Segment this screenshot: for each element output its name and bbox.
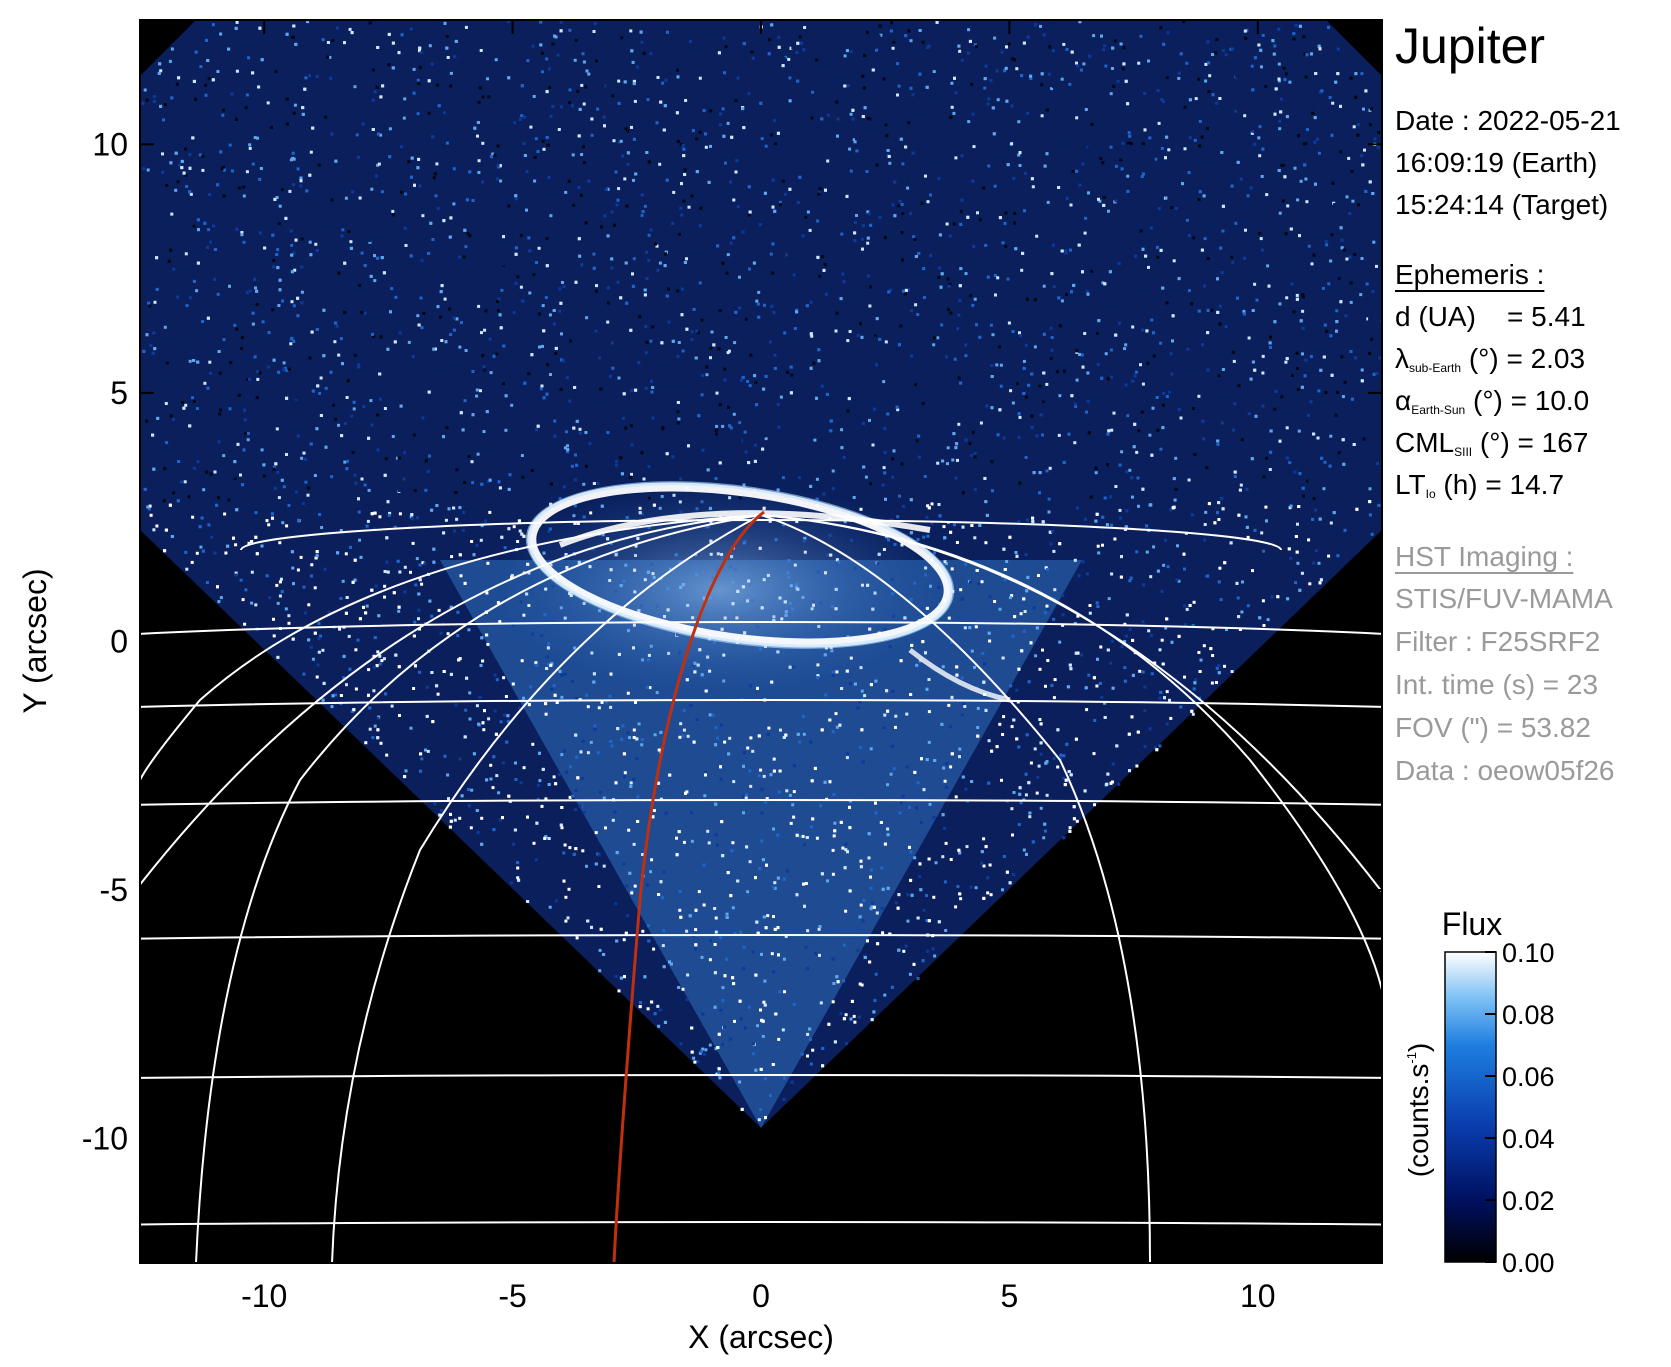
latitude-line: [140, 621, 1382, 635]
sub-earth-latitude-row: λsub-Earth (°) = 2.03: [1395, 342, 1589, 384]
auroral-oval: [525, 481, 1011, 703]
alpha-value: (°) = 10.0: [1473, 385, 1590, 416]
lt-label: LT: [1395, 469, 1426, 500]
hst-imaging-block: STIS/FUV-MAMA Filter : F25SRF2 Int. time…: [1395, 582, 1615, 797]
latitude-line: [140, 934, 1382, 940]
cml-row: CMLSIII (°) = 167: [1395, 426, 1589, 468]
colorbar-tick-label: 0.04: [1502, 1124, 1555, 1154]
filter: Filter : F25SRF2: [1395, 626, 1601, 657]
latitude-line: [140, 799, 1382, 806]
latitude-line: [140, 1074, 1382, 1079]
hst-imaging-heading: HST Imaging :: [1395, 541, 1574, 572]
lambda-symbol: λ: [1395, 343, 1409, 374]
alpha-subscript: Earth-Sun: [1411, 403, 1466, 417]
colorbar-title: Flux: [1442, 906, 1502, 942]
planet-grid: [140, 513, 1382, 1263]
io-local-time-row: LTIo (h) = 14.7: [1395, 468, 1589, 510]
longitude-line: [760, 514, 1382, 991]
date-line: Date : 2022-05-21: [1395, 105, 1621, 136]
distance-value: = 5.41: [1507, 301, 1586, 332]
planet-title: Jupiter: [1395, 18, 1546, 74]
colorbar-ticks: 0.10 0.08 0.06 0.04 0.02 0.00: [1485, 938, 1555, 1278]
lt-subscript: Io: [1425, 487, 1436, 501]
longitude-line: [140, 514, 762, 781]
distance-label: d (UA): [1395, 301, 1476, 332]
colorbar-tick-label: 0.08: [1502, 1000, 1555, 1030]
distance-row: d (UA) = 5.41: [1395, 300, 1589, 342]
data-id: Data : oeow05f26: [1395, 755, 1615, 786]
colorbar: [1444, 951, 1497, 1263]
ephemeris-heading: Ephemeris :: [1395, 259, 1545, 290]
y-axis: 10 5 0 -5 -10: [82, 126, 1382, 1157]
x-tick-label: 5: [1001, 1278, 1019, 1314]
y-axis-label: Y (arcsec): [17, 568, 53, 713]
x-tick-label: -10: [241, 1278, 287, 1314]
colorbar-tick-label: 0.02: [1502, 1186, 1555, 1216]
y-tick-label: 5: [110, 375, 128, 411]
alpha-symbol: α: [1395, 385, 1412, 416]
y-tick-label: 10: [92, 126, 128, 162]
colorbar-tick-label: 0.06: [1502, 1062, 1555, 1092]
cml-value: (°) = 167: [1479, 427, 1589, 458]
x-tick-label: 0: [752, 1278, 770, 1314]
lt-value: (h) = 14.7: [1443, 469, 1565, 500]
x-tick-label: 10: [1240, 1278, 1276, 1314]
integration-time: Int. time (s) = 23: [1395, 669, 1599, 700]
io-footprint-path: [612, 510, 765, 1263]
instrument: STIS/FUV-MAMA: [1395, 583, 1613, 614]
ephemeris-block: d (UA) = 5.41 λsub-Earth (°) = 2.03 αEar…: [1395, 300, 1589, 510]
longitude-line: [331, 514, 762, 1263]
earth-time: 16:09:19 (Earth): [1395, 147, 1598, 178]
field-of-view: FOV (") = 53.82: [1395, 712, 1591, 743]
phase-angle-row: αEarth-Sun (°) = 10.0: [1395, 384, 1589, 426]
x-axis-label: X (arcsec): [688, 1319, 834, 1355]
flux-noise: [141, 20, 1382, 1122]
target-time: 15:24:14 (Target): [1395, 189, 1609, 220]
latitude-line: [140, 699, 1382, 708]
colorbar-tick-label: 0.00: [1502, 1248, 1555, 1278]
latitude-line: [140, 1221, 1382, 1226]
observation-date-block: Date : 2022-05-21 16:09:19 (Earth) 15:24…: [1395, 104, 1621, 230]
latitude-line: [240, 519, 1282, 551]
cml-label: CML: [1395, 427, 1455, 458]
colorbar-tick-label: 0.10: [1502, 938, 1555, 968]
y-tick-label: -5: [100, 872, 128, 908]
y-tick-label: -10: [82, 1121, 128, 1157]
longitude-line: [760, 514, 1151, 1263]
longitude-line: [195, 514, 762, 1263]
lambda-value: (°) = 2.03: [1468, 343, 1586, 374]
y-tick-label: 0: [110, 624, 128, 660]
x-axis: -10 -5 0 5 10: [241, 20, 1276, 1314]
lambda-subscript: sub-Earth: [1409, 361, 1462, 375]
colorbar-unit-label: (counts.s-1): [1403, 1043, 1434, 1178]
cml-subscript: SIII: [1454, 445, 1473, 459]
x-tick-label: -5: [498, 1278, 526, 1314]
